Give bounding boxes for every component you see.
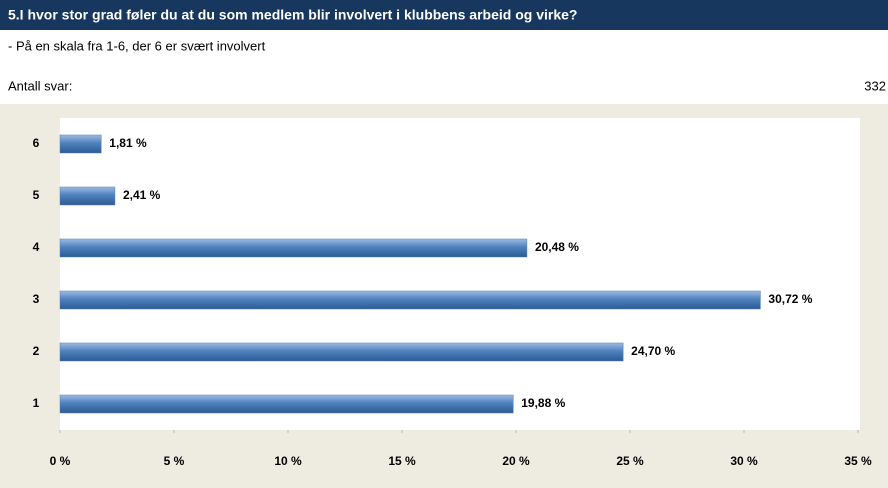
x-tick-label: 10 % xyxy=(274,454,302,468)
value-label: 1,81 % xyxy=(109,136,147,150)
value-label: 20,48 % xyxy=(535,240,579,254)
bar xyxy=(59,290,761,310)
value-label: 30,72 % xyxy=(768,292,812,306)
plot-area xyxy=(60,118,860,430)
bar xyxy=(59,238,528,258)
x-tick-label: 0 % xyxy=(50,454,71,468)
responses: 332 xyxy=(864,78,886,93)
value-label: 24,70 % xyxy=(631,344,675,358)
x-tick-label: 15 % xyxy=(388,454,416,468)
x-tick-label: 25 % xyxy=(616,454,644,468)
value-label: 19,88 % xyxy=(521,396,565,410)
value-label: 2,41 % xyxy=(123,188,161,202)
bar xyxy=(59,186,116,206)
y-tick-label: 2 xyxy=(33,344,40,358)
bar xyxy=(59,134,102,154)
y-tick-label: 5 xyxy=(33,188,40,202)
title: 5.I hvor stor grad føler du at du som me… xyxy=(8,7,577,23)
subtitle: - På en skala fra 1-6, der 6 er svært in… xyxy=(8,38,266,53)
x-tick-label: 30 % xyxy=(730,454,758,468)
bar xyxy=(59,394,514,414)
y-tick-label: 3 xyxy=(33,292,40,306)
responses-label: Antall svar: xyxy=(8,78,72,93)
title-bar xyxy=(0,0,888,30)
x-tick-label: 35 % xyxy=(844,454,872,468)
x-tick-label: 20 % xyxy=(502,454,530,468)
y-tick-label: 4 xyxy=(33,240,40,254)
y-tick-label: 1 xyxy=(33,396,40,410)
x-tick-label: 5 % xyxy=(164,454,185,468)
bar xyxy=(59,342,624,362)
y-tick-label: 6 xyxy=(33,136,40,150)
